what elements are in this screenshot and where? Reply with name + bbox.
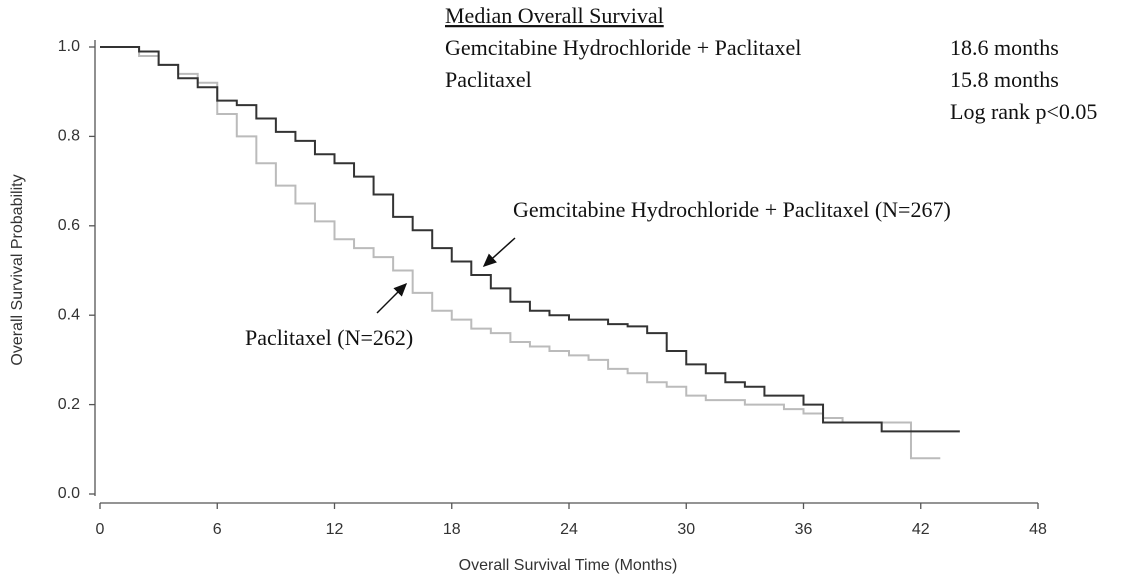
x-tick-label: 36: [795, 521, 813, 538]
table-row-value: 15.8 months: [950, 67, 1059, 92]
survival-curve: [100, 46, 941, 460]
series-label: Gemcitabine Hydrochloride + Paclitaxel (…: [513, 197, 951, 222]
survival-curve: [100, 46, 960, 433]
arrow: [482, 237, 516, 268]
y-tick-label: 0.8: [58, 128, 80, 145]
y-tick-label: 0.0: [58, 485, 80, 502]
x-tick-label: 12: [326, 521, 344, 538]
y-tick-label: 0.4: [58, 306, 80, 323]
y-tick-label: 1.0: [58, 38, 80, 55]
y-axis-title: Overall Survival Probability: [9, 174, 26, 365]
x-tick-label: 30: [677, 521, 695, 538]
arrow: [376, 282, 408, 314]
table-title: Median Overall Survival: [445, 3, 664, 28]
x-tick-label: 48: [1029, 521, 1047, 538]
table-row-label: Gemcitabine Hydrochloride + Paclitaxel: [445, 35, 801, 60]
x-tick-label: 42: [912, 521, 930, 538]
x-tick-label: 24: [560, 521, 578, 538]
table-row-value: 18.6 months: [950, 35, 1059, 60]
y-tick-label: 0.2: [58, 396, 80, 413]
table-note: Log rank p<0.05: [950, 99, 1097, 124]
y-tick-label: 0.6: [58, 217, 80, 234]
x-tick-label: 18: [443, 521, 461, 538]
x-tick-label: 6: [213, 521, 222, 538]
x-axis-title: Overall Survival Time (Months): [459, 557, 678, 574]
x-tick-label: 0: [96, 521, 105, 538]
table-row-label: Paclitaxel: [445, 67, 532, 92]
series-label: Paclitaxel (N=262): [245, 325, 413, 350]
